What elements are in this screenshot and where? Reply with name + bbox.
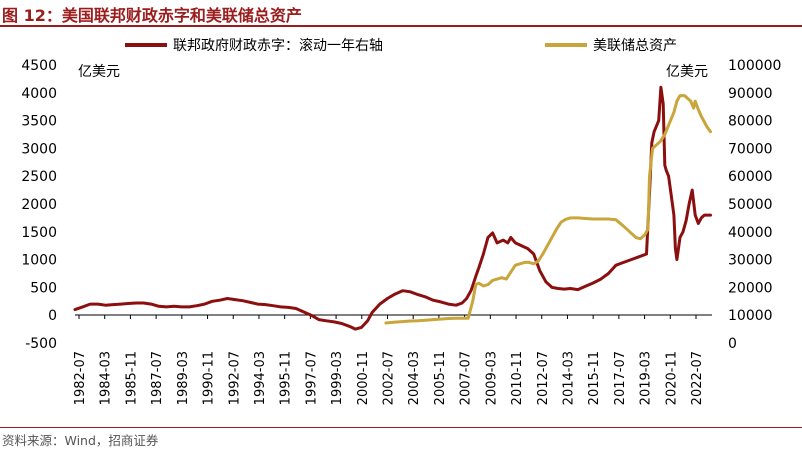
title-rule bbox=[0, 25, 802, 27]
x-axis-tick-label: 2017-07 bbox=[613, 351, 628, 405]
x-axis-tick-label: 2015-11 bbox=[587, 351, 602, 405]
chart-title: 图 12：美国联邦财政赤字和美联储总资产 bbox=[2, 6, 302, 25]
x-axis-tick-label: 1997-07 bbox=[304, 351, 319, 405]
left-axis-tick-label: 4500 bbox=[21, 58, 57, 74]
left-axis-tick-label: 0 bbox=[48, 308, 57, 324]
legend-label: 美联储总资产 bbox=[593, 38, 677, 54]
right-axis-tick-label: 60000 bbox=[728, 169, 773, 185]
x-axis-tick-label: 2014-03 bbox=[561, 351, 576, 405]
fed-assets-series-line bbox=[384, 94, 712, 325]
x-axis-tick-label: 2007-07 bbox=[459, 351, 474, 405]
right-axis-tick-label: 40000 bbox=[728, 225, 773, 241]
x-axis-tick-label: 2005-11 bbox=[433, 351, 448, 405]
footer-rule bbox=[0, 427, 802, 428]
deficit-series-line bbox=[73, 85, 712, 331]
right-axis-tick-label: 0 bbox=[728, 336, 737, 352]
right-axis-tick-label: 10000 bbox=[728, 308, 773, 324]
plot-area bbox=[73, 85, 712, 331]
x-axis-tick-label: 2010-11 bbox=[510, 351, 525, 405]
right-axis-tick-label: 20000 bbox=[728, 280, 773, 296]
right-axis-tick-label: 100000 bbox=[728, 58, 781, 74]
x-axis-tick-label: 1995-11 bbox=[279, 351, 294, 405]
right-axis-tick-label: 50000 bbox=[728, 197, 773, 213]
source-note: 资料来源：Wind，招商证券 bbox=[2, 433, 159, 448]
right-axis-tick-label: 80000 bbox=[728, 114, 773, 130]
x-axis-tick-label: 1987-07 bbox=[150, 351, 165, 405]
left-axis-tick-label: 2000 bbox=[21, 197, 57, 213]
x-axis-tick-label: 2020-11 bbox=[664, 351, 679, 405]
x-axis-tick-label: 2012-07 bbox=[536, 351, 551, 405]
left-axis-tick-label: 2500 bbox=[21, 169, 57, 185]
left-axis-tick-label: 3500 bbox=[21, 114, 57, 130]
legend: 联邦政府财政赤字：滚动一年右轴 美联储总资产 bbox=[125, 37, 677, 54]
x-axis-tick-label: 1984-03 bbox=[99, 351, 114, 405]
left-axis-tick-label: 1000 bbox=[21, 253, 57, 269]
x-axis-tick-label: 2009-03 bbox=[484, 351, 499, 405]
axes: -500 0 500 1000 1500 2000 2500 3000 3500 4000 4500… bbox=[21, 58, 781, 405]
x-axis-tick-label: 2019-03 bbox=[639, 351, 654, 405]
right-axis-tick-label: 90000 bbox=[728, 86, 773, 102]
right-axis-tick-label: 30000 bbox=[728, 253, 773, 269]
x-axis-tick-label: 1992-07 bbox=[227, 351, 242, 405]
right-axis-unit: 亿美元 bbox=[666, 64, 708, 80]
x-axis-tick-label: 2000-11 bbox=[356, 351, 371, 405]
x-axis-tick-label: 2022-07 bbox=[690, 351, 705, 405]
left-axis-tick-label: 1500 bbox=[21, 225, 57, 241]
x-axis-tick-label: 1985-11 bbox=[124, 351, 139, 405]
left-axis-tick-label: 500 bbox=[30, 280, 57, 296]
x-axis-tick-label: 1999-03 bbox=[330, 351, 345, 405]
x-axis-tick-label: 1994-03 bbox=[253, 351, 268, 405]
x-axis-tick-label: 1989-03 bbox=[176, 351, 191, 405]
left-axis-tick-label: 4000 bbox=[21, 86, 57, 102]
legend-label: 联邦政府财政赤字：滚动一年右轴 bbox=[173, 37, 383, 54]
x-axis-tick-label: 2004-03 bbox=[407, 351, 422, 405]
left-axis-tick-label: 3000 bbox=[21, 141, 57, 157]
right-axis-tick-label: 70000 bbox=[728, 141, 773, 157]
x-axis-tick-label: 2002-07 bbox=[382, 351, 397, 405]
x-axis-tick-label: 1990-11 bbox=[202, 351, 217, 405]
x-axis-tick-label: 1982-07 bbox=[73, 351, 88, 405]
left-axis-tick-label: -500 bbox=[25, 336, 57, 352]
title-bar: 图 12：美国联邦财政赤字和美联储总资产 bbox=[0, 0, 802, 27]
left-axis-unit: 亿美元 bbox=[78, 64, 120, 80]
